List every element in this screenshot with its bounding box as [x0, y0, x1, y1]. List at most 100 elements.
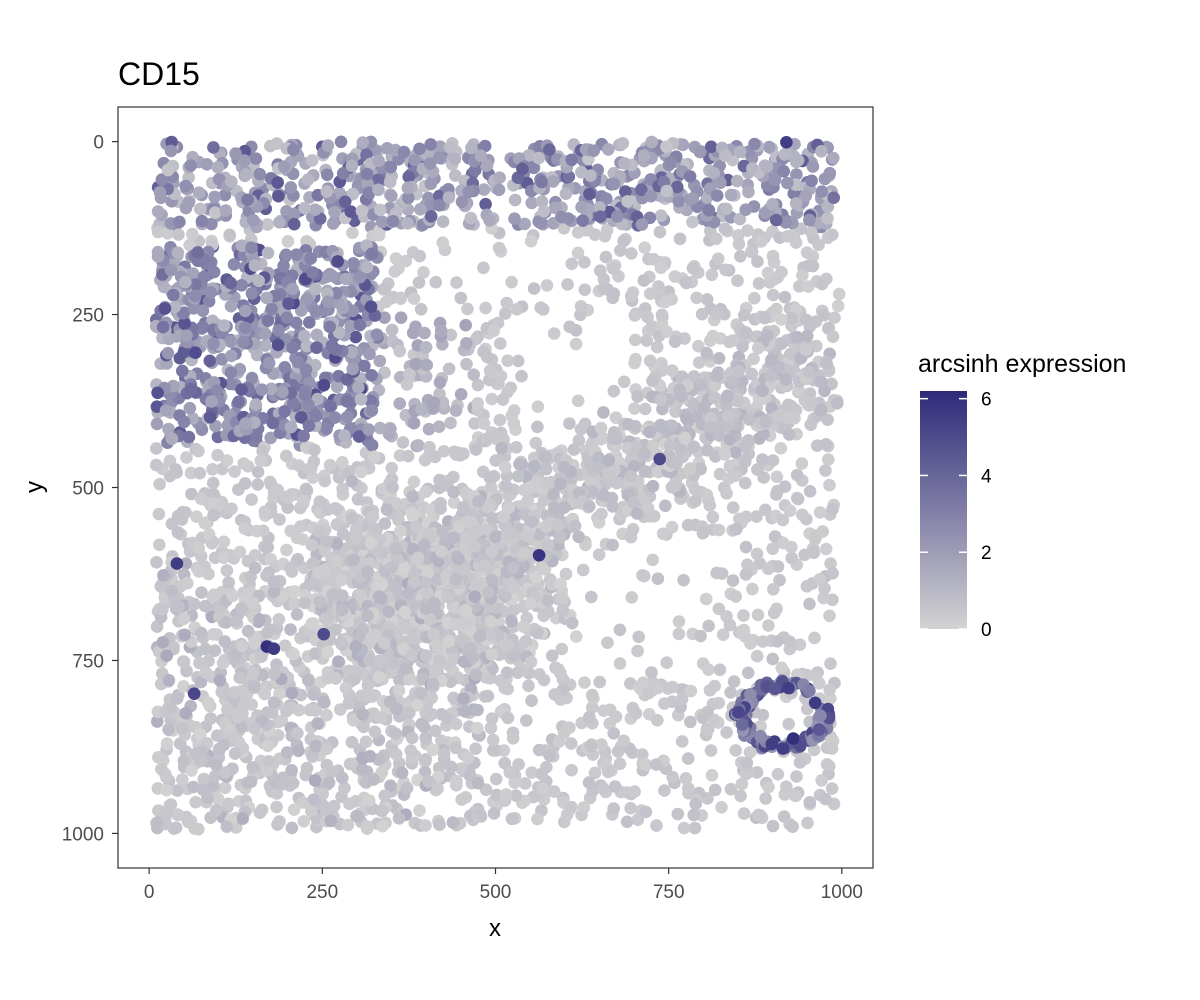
data-point: [826, 228, 839, 242]
data-point: [825, 742, 839, 755]
data-point: [485, 392, 499, 406]
data-point: [535, 195, 549, 208]
data-point: [192, 565, 206, 578]
data-point: [489, 454, 503, 467]
data-point: [748, 137, 761, 151]
data-point: [320, 422, 333, 436]
data-point: [727, 675, 741, 688]
data-point: [531, 420, 544, 434]
data-point: [786, 820, 799, 833]
data-point: [606, 538, 619, 552]
data-point: [247, 597, 260, 610]
data-point: [672, 627, 686, 641]
data-point: [217, 319, 231, 332]
data-point: [531, 400, 545, 414]
data-point: [253, 806, 267, 819]
data-point: [484, 480, 498, 494]
data-point: [223, 228, 236, 242]
data-point: [235, 639, 249, 653]
data-point: [593, 201, 606, 214]
data-point: [547, 785, 561, 798]
data-point: [471, 776, 485, 790]
data-point: [532, 215, 545, 228]
data-point: [545, 649, 559, 662]
data-point: [167, 288, 180, 302]
data-point: [330, 537, 344, 551]
data-point: [816, 525, 829, 538]
data-point: [424, 138, 438, 151]
data-point: [826, 502, 839, 516]
data-point: [710, 189, 724, 202]
data-point: [571, 226, 585, 239]
data-point: [677, 821, 691, 835]
data-point: [388, 265, 402, 278]
data-point: [673, 232, 687, 246]
data-point: [532, 743, 546, 757]
data-point: [225, 349, 238, 363]
data-point: [766, 249, 780, 263]
data-point: [169, 463, 182, 476]
data-point: [400, 781, 414, 795]
data-point: [338, 429, 351, 443]
data-point: [768, 173, 782, 187]
data-point: [736, 340, 749, 353]
data-point: [268, 667, 281, 681]
data-point: [407, 576, 421, 589]
data-point: [385, 560, 399, 574]
data-point: [448, 601, 462, 614]
data-point: [613, 657, 627, 670]
data-point: [469, 742, 482, 755]
data-point: [374, 203, 387, 217]
data-point: [202, 696, 215, 709]
data-point: [429, 275, 443, 289]
data-point: [777, 165, 790, 178]
data-point: [541, 538, 555, 552]
data-point: [161, 163, 175, 177]
data-point: [351, 810, 365, 823]
data-point: [364, 536, 378, 550]
data-point: [361, 820, 375, 833]
data-point: [220, 564, 234, 577]
data-point: [660, 184, 673, 198]
data-point: [498, 460, 512, 474]
data-point: [632, 630, 645, 644]
data-point: [175, 513, 189, 526]
data-point: [771, 560, 785, 573]
data-point: [507, 416, 521, 430]
data-point: [800, 668, 814, 682]
data-point: [345, 735, 359, 749]
data-point: [629, 333, 642, 347]
data-point: [172, 228, 185, 241]
data-point: [730, 522, 743, 536]
data-point: [156, 636, 170, 649]
data-point: [506, 732, 520, 745]
data-point: [500, 666, 514, 679]
data-point: [184, 466, 198, 480]
data-point: [197, 270, 211, 284]
data-point: [286, 777, 300, 790]
data-point: [762, 619, 775, 632]
data-point: [171, 246, 185, 260]
data-point: [406, 508, 420, 521]
data-point: [354, 465, 368, 479]
data-point: [320, 708, 333, 722]
data-point: [578, 255, 591, 269]
data-point: [664, 156, 677, 169]
data-point: [199, 642, 212, 656]
data-point: [290, 608, 304, 621]
data-point: [583, 187, 596, 201]
data-point: [795, 457, 809, 470]
data-point: [284, 623, 297, 636]
data-point: [766, 542, 779, 556]
data-point: [413, 249, 427, 263]
data-point: [625, 247, 638, 260]
data-point: [287, 647, 300, 661]
data-point: [646, 374, 659, 388]
data-point: [357, 720, 370, 734]
data-point: [467, 368, 481, 382]
data-point: [660, 325, 673, 339]
data-point: [493, 413, 507, 427]
data-point: [384, 161, 398, 174]
data-point: [442, 362, 456, 376]
